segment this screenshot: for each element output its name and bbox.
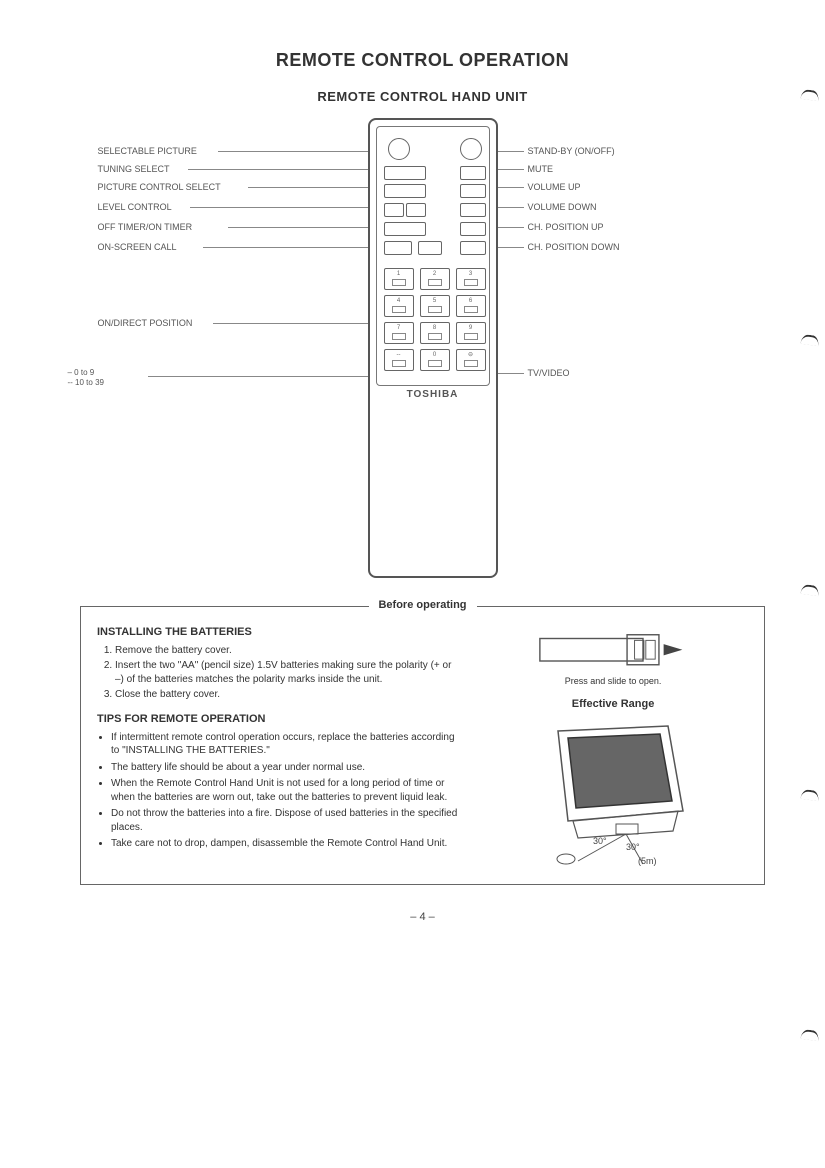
battery-caption: Press and slide to open. xyxy=(478,676,748,686)
effective-range-heading: Effective Range xyxy=(478,698,748,710)
mute-button xyxy=(460,166,486,180)
label-volume-down: VOLUME DOWN xyxy=(528,202,597,212)
label-mute: MUTE xyxy=(528,164,554,174)
ch-up-button xyxy=(460,222,486,236)
key-tv-video: ⊖ xyxy=(456,349,486,371)
aux-button xyxy=(418,241,442,255)
label-ch-up: CH. POSITION UP xyxy=(528,222,604,232)
label-onscreen-call: ON-SCREEN CALL xyxy=(98,242,177,252)
label-standby: STAND-BY (ON/OFF) xyxy=(528,146,615,156)
label-tv-video: TV/VIDEO xyxy=(528,368,570,378)
label-level-control: LEVEL CONTROL xyxy=(98,202,172,212)
label-off-timer: OFF TIMER/ON TIMER xyxy=(98,222,193,232)
call-button xyxy=(384,241,412,255)
svg-text:30°: 30° xyxy=(626,842,640,852)
key-0: 0 xyxy=(420,349,450,371)
key-2: 2 xyxy=(420,268,450,290)
svg-text:30°: 30° xyxy=(593,836,607,846)
page-number: – 4 – xyxy=(80,911,765,923)
tip-3: When the Remote Control Hand Unit is not… xyxy=(111,777,462,804)
label-selectable-picture: SELECTABLE PICTURE xyxy=(98,146,197,156)
section-subtitle: REMOTE CONTROL HAND UNIT xyxy=(80,89,765,104)
picture-control-button xyxy=(384,184,426,198)
volume-down-button xyxy=(460,203,486,217)
key-5: 5 xyxy=(420,295,450,317)
label-range-note: – 0 to 9 -- 10 to 39 xyxy=(68,368,104,387)
level-minus-button xyxy=(384,203,404,217)
key-1: 1 xyxy=(384,268,414,290)
key-3: 3 xyxy=(456,268,486,290)
binding-mark-icon xyxy=(800,1029,819,1041)
figures-column: Press and slide to open. Effective Range… xyxy=(478,625,748,866)
tip-2: The battery life should be about a year … xyxy=(111,761,462,775)
remote-body: 1 2 3 4 5 6 7 8 9 -- 0 ⊖ TOSHIBA xyxy=(368,118,498,578)
volume-up-button xyxy=(460,184,486,198)
tip-5: Take care not to drop, dampen, disassemb… xyxy=(111,837,462,851)
level-plus-button xyxy=(406,203,426,217)
svg-text:(5m): (5m) xyxy=(638,856,657,866)
label-ch-down: CH. POSITION DOWN xyxy=(528,242,620,252)
install-step-1: Remove the battery cover. xyxy=(115,644,462,658)
instructions-column: INSTALLING THE BATTERIES Remove the batt… xyxy=(97,625,462,866)
tip-1: If intermittent remote control operation… xyxy=(111,731,462,758)
key-7: 7 xyxy=(384,322,414,344)
remote-diagram: SELECTABLE PICTURE TUNING SELECT PICTURE… xyxy=(98,118,748,578)
label-volume-up: VOLUME UP xyxy=(528,182,581,192)
label-tuning-select: TUNING SELECT xyxy=(98,164,170,174)
tip-4: Do not throw the batteries into a fire. … xyxy=(111,807,462,834)
before-operating-box: Before operating INSTALLING THE BATTERIE… xyxy=(80,606,765,885)
label-on-direct-position: ON/DIRECT POSITION xyxy=(98,318,193,328)
battery-cover-icon xyxy=(538,631,688,669)
label-picture-control-select: PICTURE CONTROL SELECT xyxy=(98,182,221,192)
tips-heading: TIPS FOR REMOTE OPERATION xyxy=(97,712,462,727)
range-note-line1: – 0 to 9 xyxy=(68,368,95,377)
key-8: 8 xyxy=(420,322,450,344)
install-steps: Remove the battery cover. Insert the two… xyxy=(97,644,462,702)
brand-label: TOSHIBA xyxy=(370,389,496,400)
selectable-picture-button xyxy=(388,138,410,160)
key-4: 4 xyxy=(384,295,414,317)
tuning-select-button xyxy=(384,166,426,180)
range-note-line2: -- 10 to 39 xyxy=(68,378,104,387)
tips-list: If intermittent remote control operation… xyxy=(97,731,462,851)
before-operating-title: Before operating xyxy=(368,599,476,611)
numeric-keypad: 1 2 3 4 5 6 7 8 9 -- 0 ⊖ xyxy=(384,268,486,371)
ch-down-button xyxy=(460,241,486,255)
page-title: REMOTE CONTROL OPERATION xyxy=(80,50,765,71)
key-dash: -- xyxy=(384,349,414,371)
install-step-2: Insert the two "AA" (pencil size) 1.5V b… xyxy=(115,659,462,686)
install-heading: INSTALLING THE BATTERIES xyxy=(97,625,462,640)
key-9: 9 xyxy=(456,322,486,344)
key-6: 6 xyxy=(456,295,486,317)
off-timer-button xyxy=(384,222,426,236)
standby-button xyxy=(460,138,482,160)
install-step-3: Close the battery cover. xyxy=(115,688,462,702)
effective-range-icon: 30° 30° (5m) xyxy=(528,716,698,866)
